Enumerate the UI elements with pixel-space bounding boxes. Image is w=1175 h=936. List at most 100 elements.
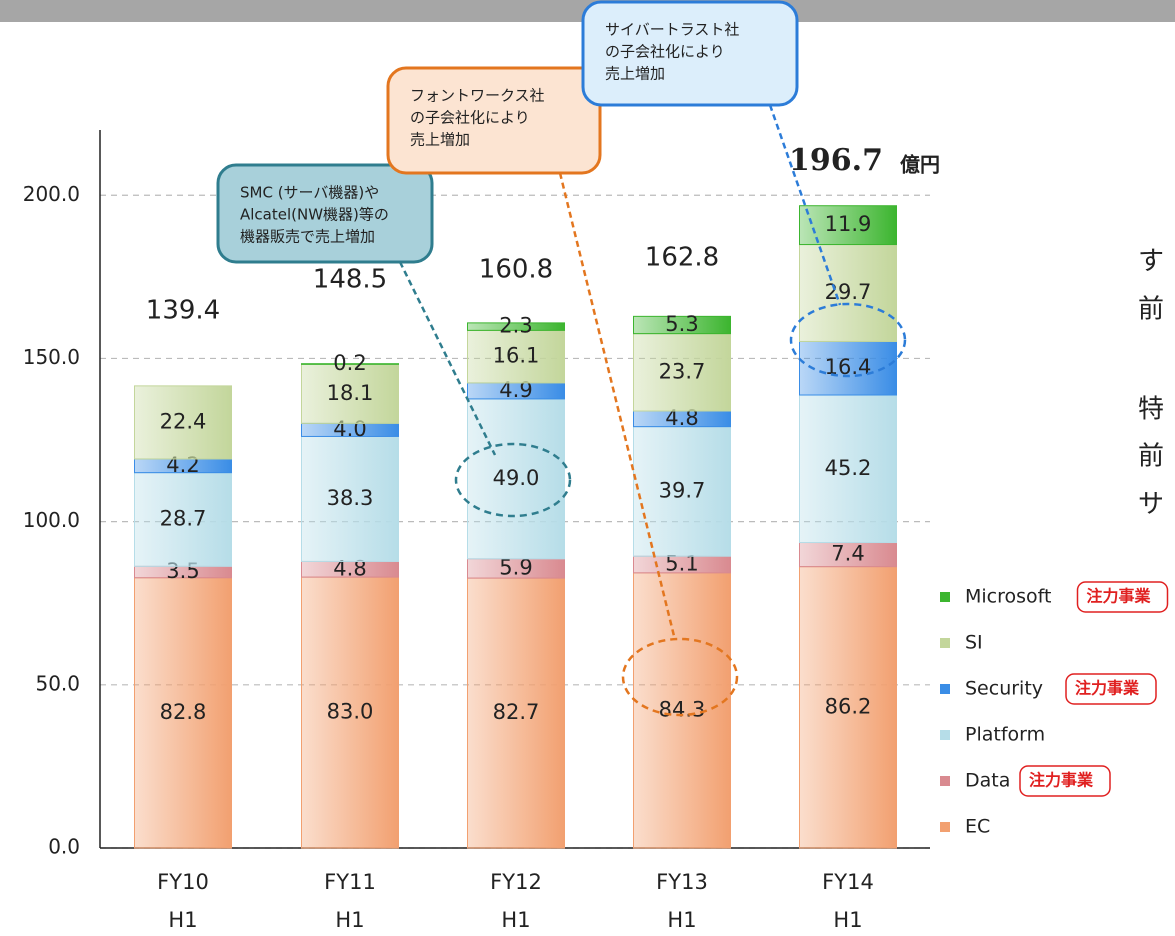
legend-tag: 注力事業 bbox=[1087, 587, 1152, 606]
callout-text: 売上増加 bbox=[410, 131, 470, 149]
total-label: 196.7 bbox=[789, 143, 883, 178]
x-tick-label: FY13 bbox=[656, 870, 708, 894]
value-label: 5.9 bbox=[499, 555, 532, 579]
highlight-ellipse bbox=[789, 302, 907, 378]
y-tick-label: 0.0 bbox=[48, 835, 80, 859]
side-text: サ bbox=[1138, 490, 1164, 520]
value-label: 83.0 bbox=[327, 700, 374, 724]
y-tick-label: 100.0 bbox=[23, 508, 80, 532]
x-tick-label: H1 bbox=[667, 908, 696, 932]
callout-line bbox=[398, 261, 497, 456]
total-label: 162.8 bbox=[645, 243, 719, 273]
legend-label: Microsoft bbox=[965, 586, 1051, 608]
legend-tag: 注力事業 bbox=[1075, 679, 1140, 698]
side-text: 特 bbox=[1138, 395, 1164, 425]
total-label: 148.5 bbox=[313, 265, 387, 295]
callout-text: の子会社化により bbox=[410, 109, 530, 127]
value-label: 22.4 bbox=[160, 409, 207, 433]
bar-segment bbox=[301, 363, 399, 365]
value-label: 82.7 bbox=[493, 700, 540, 724]
value-label: 7.4 bbox=[831, 542, 864, 566]
bar-segment bbox=[301, 576, 399, 849]
legend-swatch bbox=[940, 684, 950, 694]
bar-segment bbox=[134, 577, 232, 849]
bar-segment bbox=[301, 435, 399, 562]
x-tick-label: H1 bbox=[335, 908, 364, 932]
legend-swatch bbox=[940, 730, 950, 740]
callout-box bbox=[216, 163, 434, 264]
value-label: 86.2 bbox=[825, 694, 872, 718]
value-label: 5.3 bbox=[665, 312, 698, 336]
value-label: 45.2 bbox=[825, 456, 872, 480]
value-label: 23.7 bbox=[659, 359, 706, 383]
bar-segment bbox=[633, 315, 731, 335]
x-tick-label: FY12 bbox=[490, 870, 542, 894]
highlight-ellipse bbox=[454, 442, 572, 518]
value-label: 16.1 bbox=[493, 344, 540, 368]
bar-segment bbox=[799, 244, 897, 342]
legend-swatch bbox=[940, 638, 950, 648]
side-text: 前 bbox=[1138, 295, 1164, 325]
callout-text: フォントワークス社 bbox=[410, 87, 545, 105]
callout-box bbox=[386, 66, 602, 175]
callout-text: Alcatel(NW機器)等の bbox=[240, 206, 389, 224]
x-tick-label: H1 bbox=[501, 908, 530, 932]
value-label: 2.3 bbox=[499, 314, 532, 338]
x-tick-label: H1 bbox=[168, 908, 197, 932]
tag-box bbox=[1019, 765, 1111, 797]
value-label: 11.9 bbox=[825, 212, 872, 236]
legend-label: Platform bbox=[965, 724, 1045, 746]
callout-text: 売上増加 bbox=[605, 65, 665, 83]
legend-label: SI bbox=[965, 632, 983, 654]
side-text: す bbox=[1138, 247, 1164, 277]
tag-box bbox=[1076, 581, 1169, 613]
y-tick-label: 200.0 bbox=[23, 182, 80, 206]
bar-segment bbox=[633, 572, 731, 849]
legend-swatch bbox=[940, 822, 950, 832]
callout-line bbox=[558, 172, 677, 641]
highlight-ellipse bbox=[621, 637, 739, 717]
bar-segment bbox=[301, 363, 399, 424]
value-label: 39.7 bbox=[659, 478, 706, 502]
callout-text: 機器販売で売上増加 bbox=[240, 228, 375, 246]
total-label: 160.8 bbox=[479, 255, 553, 285]
legend-swatch bbox=[940, 592, 950, 602]
bar-segment bbox=[467, 322, 565, 331]
callout-text: の子会社化により bbox=[605, 43, 725, 61]
legend-label: Data bbox=[965, 770, 1010, 792]
bar-segment bbox=[134, 385, 232, 460]
legend-label: Security bbox=[965, 678, 1043, 700]
x-tick-label: FY14 bbox=[822, 870, 874, 894]
legend-tag: 注力事業 bbox=[1029, 771, 1094, 790]
x-tick-label: FY11 bbox=[324, 870, 376, 894]
legend-swatch bbox=[940, 776, 950, 786]
value-label: 28.7 bbox=[160, 507, 207, 531]
bar-segment bbox=[467, 329, 565, 384]
x-tick-label: FY10 bbox=[157, 870, 209, 894]
bar-segment bbox=[467, 577, 565, 849]
y-tick-label: 50.0 bbox=[35, 671, 80, 695]
tag-box bbox=[1065, 673, 1157, 705]
value-label: 49.0 bbox=[493, 466, 540, 490]
value-label: 29.7 bbox=[825, 280, 872, 304]
bar-segment bbox=[633, 333, 731, 412]
bar-segment bbox=[799, 566, 897, 849]
value-label: 18.1 bbox=[327, 381, 374, 405]
y-tick-label: 150.0 bbox=[23, 345, 80, 369]
value-label: 0.2 bbox=[333, 351, 366, 375]
x-tick-label: H1 bbox=[833, 908, 862, 932]
value-label: 82.8 bbox=[160, 700, 207, 724]
callout-box bbox=[581, 0, 799, 107]
bar-segment bbox=[799, 340, 897, 396]
legend-label: EC bbox=[965, 816, 990, 838]
bar-segment bbox=[799, 542, 897, 568]
callout-text: SMC (サーバ機器)や bbox=[240, 184, 379, 202]
callout-text: サイバートラスト社 bbox=[605, 21, 739, 39]
side-text: 前 bbox=[1138, 442, 1164, 472]
total-unit: 億円 bbox=[900, 153, 940, 177]
bar-segment bbox=[799, 394, 897, 544]
value-label: 84.3 bbox=[659, 697, 706, 721]
callout-line bbox=[768, 104, 842, 306]
total-label: 139.4 bbox=[146, 296, 220, 326]
